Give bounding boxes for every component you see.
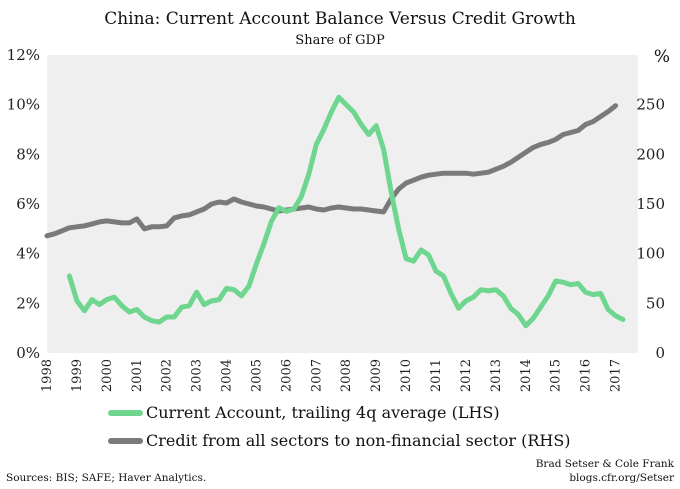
- x-tick-label: 2014: [519, 359, 534, 392]
- x-tick-label: 2001: [130, 359, 145, 392]
- left-tick-label: 12%: [7, 46, 40, 64]
- right-tick-label: 250: [636, 96, 665, 114]
- series-layer: [44, 94, 626, 329]
- plot-area: [47, 55, 638, 353]
- x-tick-label: 2017: [609, 359, 624, 392]
- x-tick-label: 2016: [579, 359, 594, 392]
- right-axis: 0 50 100 150 200 250: [636, 96, 665, 362]
- x-tick-label: 2011: [429, 359, 444, 392]
- x-tick-label: 2004: [220, 359, 235, 392]
- left-tick-label: 10%: [7, 96, 40, 114]
- x-tick-label: 2003: [190, 359, 205, 392]
- x-tick-label: 2006: [279, 359, 294, 392]
- series-line-current-account: [66, 94, 626, 329]
- legend-label-current-account: Current Account, trailing 4q average (LH…: [146, 403, 500, 422]
- legend-item-credit: Credit from all sectors to non-financial…: [108, 431, 571, 450]
- left-tick-label: 6%: [16, 195, 40, 213]
- right-tick-label: 0: [655, 344, 665, 362]
- chart-title: China: Current Account Balance Versus Cr…: [104, 9, 576, 29]
- x-tick-label: 1998: [40, 359, 55, 392]
- x-tick-label: 2015: [549, 359, 564, 392]
- x-axis: 1998 1999 2000 2001 2002 2003 2004 2005 2006 2007…: [40, 359, 624, 392]
- right-tick-label: 150: [636, 195, 665, 213]
- left-axis: 0% 2% 4% 6% 8% 10% 12%: [7, 46, 40, 362]
- left-tick-label: 4%: [16, 245, 40, 263]
- credit-website: blogs.cfr.org/Setser: [569, 472, 675, 484]
- legend-label-credit: Credit from all sectors to non-financial…: [146, 431, 571, 450]
- x-tick-label: 2009: [369, 359, 384, 392]
- series-line-credit: [44, 103, 619, 239]
- x-tick-label: 2005: [249, 359, 264, 392]
- credit-authors: Brad Setser & Cole Frank: [536, 458, 675, 470]
- chart-subtitle: Share of GDP: [295, 33, 385, 48]
- x-tick-label: 1999: [70, 359, 85, 392]
- source-note: Sources: BIS; SAFE; Haver Analytics.: [6, 472, 206, 484]
- left-tick-label: 2%: [16, 294, 40, 312]
- x-tick-label: 2012: [459, 359, 474, 392]
- x-tick-label: 2007: [309, 359, 324, 392]
- legend-item-current-account: Current Account, trailing 4q average (LH…: [108, 403, 500, 422]
- left-tick-label: 0%: [16, 344, 40, 362]
- left-tick-label: 8%: [16, 145, 40, 163]
- right-tick-label: 50: [646, 294, 665, 312]
- right-tick-label: 100: [636, 245, 665, 263]
- x-tick-label: 2010: [399, 359, 414, 392]
- legend: Current Account, trailing 4q average (LH…: [108, 403, 571, 450]
- x-tick-label: 2013: [489, 359, 504, 392]
- x-tick-label: 2008: [339, 359, 354, 392]
- x-tick-label: 2000: [100, 359, 115, 392]
- right-axis-unit-label: %: [654, 47, 670, 67]
- x-tick-label: 2002: [160, 359, 175, 392]
- right-tick-label: 200: [636, 145, 665, 163]
